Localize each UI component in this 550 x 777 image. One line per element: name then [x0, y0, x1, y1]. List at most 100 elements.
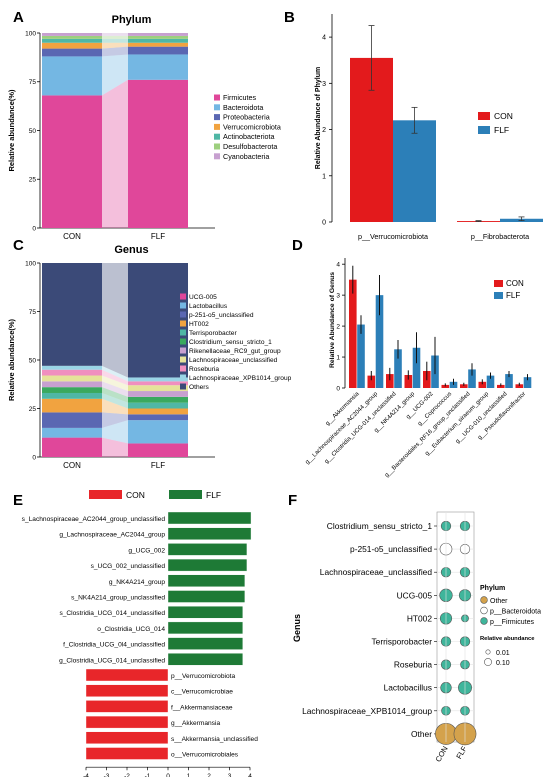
genus-title: Genus [114, 244, 148, 256]
genus-legend-swatch [180, 347, 186, 354]
phylum-flow [102, 46, 128, 57]
genus-x-tick-label: FLF [151, 461, 165, 470]
genus-bar-y-tick-label: 4 [336, 262, 340, 269]
lefse-bar-label: g__Akkermansia [171, 720, 220, 727]
phylum-bar-y-tick-label: 0 [322, 220, 326, 227]
lefse-bar [167, 590, 246, 603]
genus-bar-segment [42, 375, 102, 382]
genus-flow [102, 369, 128, 386]
bubble-x-tick-label: CON [434, 745, 450, 764]
bubble-legend-label: Other [490, 598, 508, 605]
phylum-bar-y-tick-label: 1 [322, 173, 326, 180]
genus-bar-segment [128, 420, 188, 444]
genus-legend-swatch [180, 320, 186, 327]
genus-bar-segment [42, 427, 102, 438]
phylum-flow [102, 35, 128, 39]
phylum-bar-x-tick-label: p__Fibrobacterota [471, 232, 529, 241]
phylum-flow [102, 42, 128, 49]
phylum-legend-label: Firmicutes [223, 93, 257, 102]
genus-legend-swatch [180, 338, 186, 345]
phylum-bar-segment [128, 38, 188, 43]
genus-legend-label: Terrisporobacter [189, 330, 237, 337]
phylum-bar-y-axis-label: Relative Abundance of Phylum [315, 67, 322, 169]
phylum-bar-segment [128, 42, 188, 47]
lefse-x-tick-label: -4 [83, 773, 89, 777]
genus-bar [394, 349, 402, 388]
genus-flow [102, 398, 128, 415]
phylum-bar-segment [42, 48, 102, 57]
phylum-flow [102, 54, 128, 96]
genus-legend-label: Others [189, 384, 209, 391]
phylum-x-tick-label: FLF [151, 232, 165, 241]
panel-letter-F: F [288, 492, 297, 509]
genus-legend-label: Rikenellaceae_RC9_gut_group [189, 348, 281, 355]
phylum-bar-y-tick-label: 3 [322, 81, 326, 88]
phylum-bar-segment [128, 33, 188, 36]
phylum-flow [102, 38, 128, 43]
genus-legend-swatch [180, 329, 186, 336]
phylum-bar-legend-swatch [478, 112, 490, 120]
genus-x-tick-label: CON [63, 461, 81, 470]
genus-bar-legend-swatch [494, 280, 503, 287]
genus-legend-swatch [180, 383, 186, 390]
lefse-bar-label: s_Lachnospiraceae_AC2044_group_unclassif… [22, 516, 166, 523]
genus-legend-label: p-251-o5_unclassified [189, 312, 254, 319]
lefse-legend-label: CON [126, 490, 145, 500]
phylum-bar-legend-label: CON [494, 111, 513, 121]
bubble-y-tick-label: Lachnospiraceae_XPB1014_group [302, 706, 432, 716]
phylum-legend-swatch [214, 114, 220, 121]
genus-bar-segment [128, 443, 188, 457]
genus-bar-legend-label: CON [506, 279, 524, 288]
phylum-bar-y-tick-label: 2 [322, 127, 326, 134]
genus-bar [478, 381, 487, 388]
lefse-bar [85, 747, 169, 760]
phylum-bar-segment [42, 95, 102, 229]
genus-bar [515, 384, 524, 388]
genus-bar [357, 324, 365, 388]
lefse-bar-label: o__Verrucomicrobiales [171, 752, 239, 759]
genus-bar [505, 374, 513, 388]
genus-bar-segment [42, 387, 102, 393]
genus-bar-x-tick-label: g__Clostridia_UCG-014_unclassified [324, 391, 398, 465]
lefse-x-tick-label: 3 [228, 773, 232, 777]
genus-y-tick-label: 75 [29, 309, 37, 316]
genus-flow [102, 392, 128, 409]
phylum-bar-legend-swatch [478, 126, 490, 134]
phylum-bar-y-tick-label: 4 [322, 35, 326, 42]
panel-letter-D: D [292, 237, 303, 254]
phylum-y-axis-label: Relative abundance(%) [7, 89, 16, 172]
genus-bar-segment [128, 391, 188, 397]
genus-flow [102, 437, 128, 457]
genus-bar-x-tick-label: g__Akkermansia [325, 391, 361, 427]
phylum-title: Phylum [112, 14, 152, 26]
lefse-bar [167, 637, 244, 650]
genus-bar-segment [42, 263, 102, 366]
lefse-bar-label: p__Verrucomicrobiota [171, 673, 235, 680]
genus-legend-label: Lactobacillus [189, 303, 228, 310]
phylum-bar-segment [42, 38, 102, 43]
genus-legend-swatch [180, 302, 186, 309]
genus-bar [523, 377, 532, 388]
genus-bar-segment [128, 263, 188, 378]
genus-flow [102, 381, 128, 397]
bubble-plot-frame [436, 511, 475, 743]
phylum-legend-label: Actinobacteriota [223, 132, 275, 141]
phylum-bar-segment [128, 46, 188, 55]
bubble-y-tick-label: Terrisporobacter [371, 637, 432, 647]
lefse-x-tick-label: -3 [104, 773, 110, 777]
bubble-y-tick-label: Lactobacillus [384, 683, 432, 693]
lefse-bar [167, 653, 244, 666]
phylum-flow [102, 79, 128, 228]
panel-letter-A: A [13, 9, 24, 26]
phylum-legend-swatch [214, 153, 220, 160]
bubble-y-tick-label: Clostridium_sensu_stricto_1 [327, 521, 433, 531]
bubble-y-axis-label: Genus [292, 614, 302, 642]
phylum-bar [393, 120, 436, 222]
phylum-legend-label: Verrucomicrobiota [223, 122, 281, 131]
genus-y-tick-label: 100 [25, 260, 36, 267]
lefse-bar [85, 684, 169, 697]
bubble-y-tick-label: Other [411, 729, 432, 739]
genus-bar [404, 375, 413, 388]
genus-flow [102, 365, 128, 382]
